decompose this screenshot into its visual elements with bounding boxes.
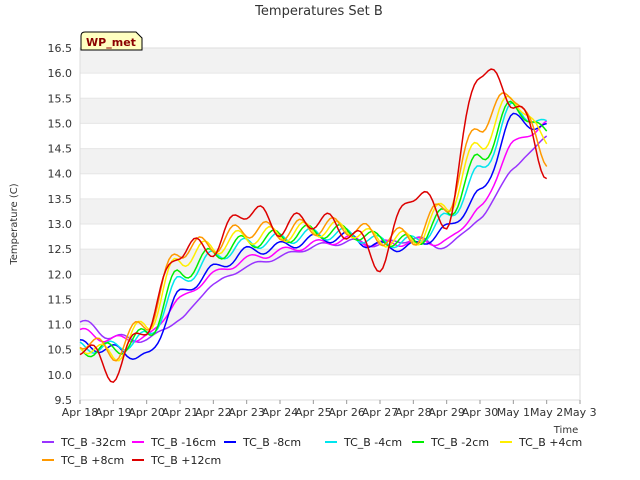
legend-label: TC_B +12cm: [150, 454, 221, 467]
grid-band: [80, 148, 580, 174]
x-tick-label: May 3: [563, 406, 596, 419]
grid-band: [80, 349, 580, 375]
y-tick-label: 13.5: [48, 193, 73, 206]
x-tick-label: Apr 23: [228, 406, 265, 419]
series-layer: [79, 68, 548, 384]
series-line-6: [79, 95, 548, 362]
x-tick-label: Apr 30: [462, 406, 499, 419]
y-tick-label: 10.5: [48, 344, 73, 357]
x-tick-label: Apr 24: [262, 406, 299, 419]
grid-band: [80, 249, 580, 275]
y-tick-label: 11.5: [48, 293, 73, 306]
y-axis-ticks: 9.5 10.0 10.5 11.0 11.5 12.0 12.5 13.0 13.5 14.0 1…: [48, 42, 73, 407]
y-tick-label: 13.0: [48, 218, 73, 231]
legend-label: TC_B -16cm: [150, 436, 216, 449]
grid-band: [80, 48, 580, 74]
series-line-7: [79, 92, 548, 362]
x-tick-label: May 1: [497, 406, 530, 419]
y-tick-label: 14.5: [48, 143, 73, 156]
legend-label: TC_B -4cm: [343, 436, 402, 449]
legend: TC_B -32cm TC_B -16cm TC_B -8cm TC_B -4cm TC…: [42, 436, 582, 467]
series-line-1: [79, 135, 548, 344]
y-tick-label: 16.0: [48, 67, 73, 80]
y-tick-label: 15.0: [48, 117, 73, 130]
series-line-8: [79, 68, 548, 384]
x-tick-label: Apr 28: [395, 406, 432, 419]
grid-band: [80, 98, 580, 124]
y-tick-label: 16.5: [48, 42, 73, 55]
grid-band: [80, 198, 580, 224]
y-tick-label: 9.5: [55, 394, 73, 407]
badge-label: WP_met: [86, 36, 136, 49]
x-tick-label: Apr 29: [428, 406, 465, 419]
x-tick-label: Apr 27: [362, 406, 399, 419]
x-tick-label: Apr 25: [295, 406, 332, 419]
y-tick-label: 12.0: [48, 268, 73, 281]
x-tick-label: Apr 19: [95, 406, 132, 419]
x-tick-label: Apr 21: [162, 406, 199, 419]
legend-label: TC_B -8cm: [242, 436, 301, 449]
wp-met-badge: WP_met: [80, 31, 143, 51]
y-tick-label: 15.5: [48, 92, 73, 105]
legend-label: TC_B -2cm: [430, 436, 489, 449]
chart-title: Temperatures Set B: [254, 4, 383, 19]
y-tick-label: 14.0: [48, 168, 73, 181]
y-tick-label: 11.0: [48, 319, 73, 332]
x-tick-label: Apr 22: [195, 406, 232, 419]
x-tick-label: Apr 18: [62, 406, 99, 419]
legend-label: TC_B +8cm: [60, 454, 124, 467]
x-tick-label: Apr 20: [128, 406, 165, 419]
x-tick-label: Apr 26: [328, 406, 365, 419]
legend-label: TC_B -32cm: [60, 436, 126, 449]
y-tick-label: 12.5: [48, 243, 73, 256]
badge-shape: [80, 31, 143, 51]
y-tick-label: 10.0: [48, 369, 73, 382]
y-axis-label: Temperature (C): [9, 183, 20, 265]
x-tick-label: May 2: [530, 406, 563, 419]
x-axis-label: Time: [553, 425, 578, 436]
legend-label: TC_B +4cm: [518, 436, 582, 449]
plot-area-frame: [79, 47, 581, 401]
